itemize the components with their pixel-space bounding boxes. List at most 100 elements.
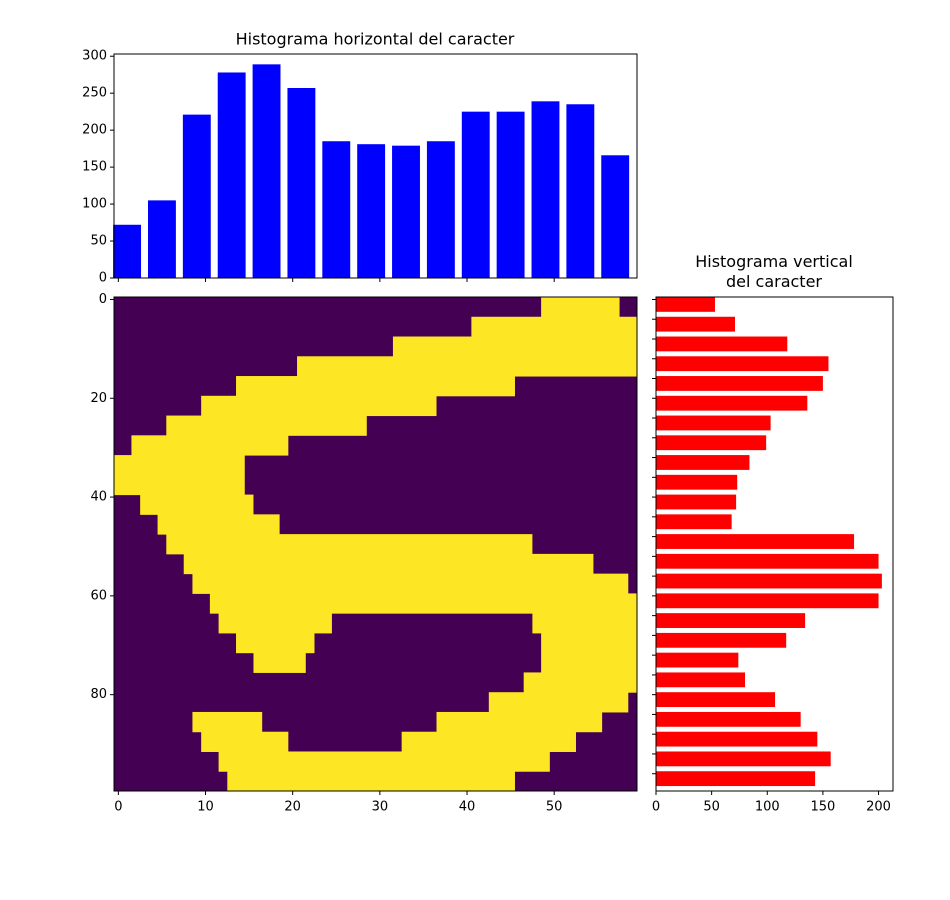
bar — [461, 111, 490, 279]
bar — [656, 316, 735, 332]
x-tick-label: 0 — [114, 800, 122, 815]
y-tick-label: 80 — [90, 687, 107, 702]
y-tick-label: 200 — [82, 123, 107, 138]
image-span — [209, 593, 637, 614]
bar — [656, 336, 788, 352]
image-span — [192, 573, 629, 594]
y-tick-label: 60 — [90, 588, 107, 603]
x-tick-label: 50 — [703, 800, 720, 815]
bar — [656, 652, 739, 668]
bar — [426, 141, 455, 278]
bar — [656, 731, 818, 747]
x-tick-label: 40 — [459, 800, 476, 815]
bar — [656, 534, 855, 549]
axes-frame — [113, 53, 638, 279]
x-tick-label: 30 — [372, 800, 389, 815]
image-span — [166, 534, 533, 555]
bar — [287, 88, 316, 279]
y-tick-label: 250 — [82, 86, 107, 101]
image-span — [471, 316, 637, 338]
image-span — [114, 455, 245, 476]
x-tick-label: 50 — [546, 800, 563, 815]
y-tick-label: 150 — [82, 160, 107, 175]
bar — [392, 145, 420, 278]
image-span — [236, 632, 315, 654]
image-span — [183, 553, 594, 575]
bar — [656, 711, 801, 727]
bar — [496, 111, 525, 279]
bar — [322, 141, 351, 278]
bar — [656, 672, 746, 688]
image-span — [532, 613, 637, 634]
image-span — [253, 652, 306, 673]
axes-frame — [655, 296, 894, 792]
image-span — [201, 731, 289, 752]
image-span — [157, 514, 280, 535]
bar — [656, 593, 879, 609]
image-span — [236, 376, 515, 397]
image-span — [297, 356, 637, 377]
bar — [566, 104, 595, 278]
bar — [656, 553, 879, 569]
image-span — [140, 494, 254, 515]
image-span — [541, 297, 620, 318]
image-span — [166, 415, 367, 436]
bar — [656, 356, 829, 372]
bar — [217, 72, 246, 279]
image-span — [541, 632, 637, 654]
image-span — [218, 613, 332, 634]
y-tick-label: 100 — [82, 197, 107, 212]
x-tick-label: 20 — [284, 800, 301, 815]
x-tick-label: 150 — [810, 800, 835, 815]
bar — [656, 474, 738, 490]
bar — [656, 494, 737, 510]
y-tick-label: 300 — [82, 49, 107, 64]
bar — [656, 613, 806, 628]
x-tick-label: 10 — [197, 800, 214, 815]
x-tick-label: 100 — [755, 800, 780, 815]
bar — [531, 101, 560, 278]
y-tick-label: 0 — [99, 271, 107, 286]
y-tick-label: 40 — [90, 490, 107, 505]
bar — [656, 751, 831, 767]
image-span — [392, 336, 637, 357]
image-span — [192, 711, 263, 733]
bar — [656, 771, 816, 787]
image-span — [218, 751, 550, 772]
bar — [656, 692, 776, 708]
bar — [656, 455, 750, 470]
image-span — [114, 474, 245, 496]
chart-title: Histograma vertical del caracter — [695, 252, 853, 291]
y-tick-label: 50 — [90, 234, 107, 249]
bar — [656, 573, 882, 589]
bar — [656, 415, 771, 431]
bar — [656, 297, 715, 312]
bar — [147, 200, 176, 278]
image-span — [436, 711, 603, 733]
image-span — [523, 672, 637, 693]
image-span — [488, 692, 629, 713]
image-span — [541, 652, 637, 673]
bar — [656, 632, 787, 648]
bar — [252, 64, 281, 278]
bar — [656, 376, 823, 391]
image-span — [401, 731, 576, 752]
image-span — [131, 435, 289, 456]
x-tick-label: 0 — [652, 800, 660, 815]
bar — [656, 395, 808, 411]
axes-frame — [113, 296, 638, 792]
y-tick-label: 0 — [99, 292, 107, 307]
image-span — [227, 771, 515, 792]
bar — [656, 514, 732, 530]
bar — [601, 155, 630, 278]
bar — [182, 114, 211, 279]
image-span — [201, 395, 437, 417]
x-tick-label: 200 — [866, 800, 891, 815]
bar — [113, 224, 142, 278]
bar — [357, 144, 386, 278]
y-tick-label: 20 — [90, 391, 107, 406]
bar — [656, 435, 767, 451]
chart-title: Histograma horizontal del caracter — [236, 30, 515, 49]
